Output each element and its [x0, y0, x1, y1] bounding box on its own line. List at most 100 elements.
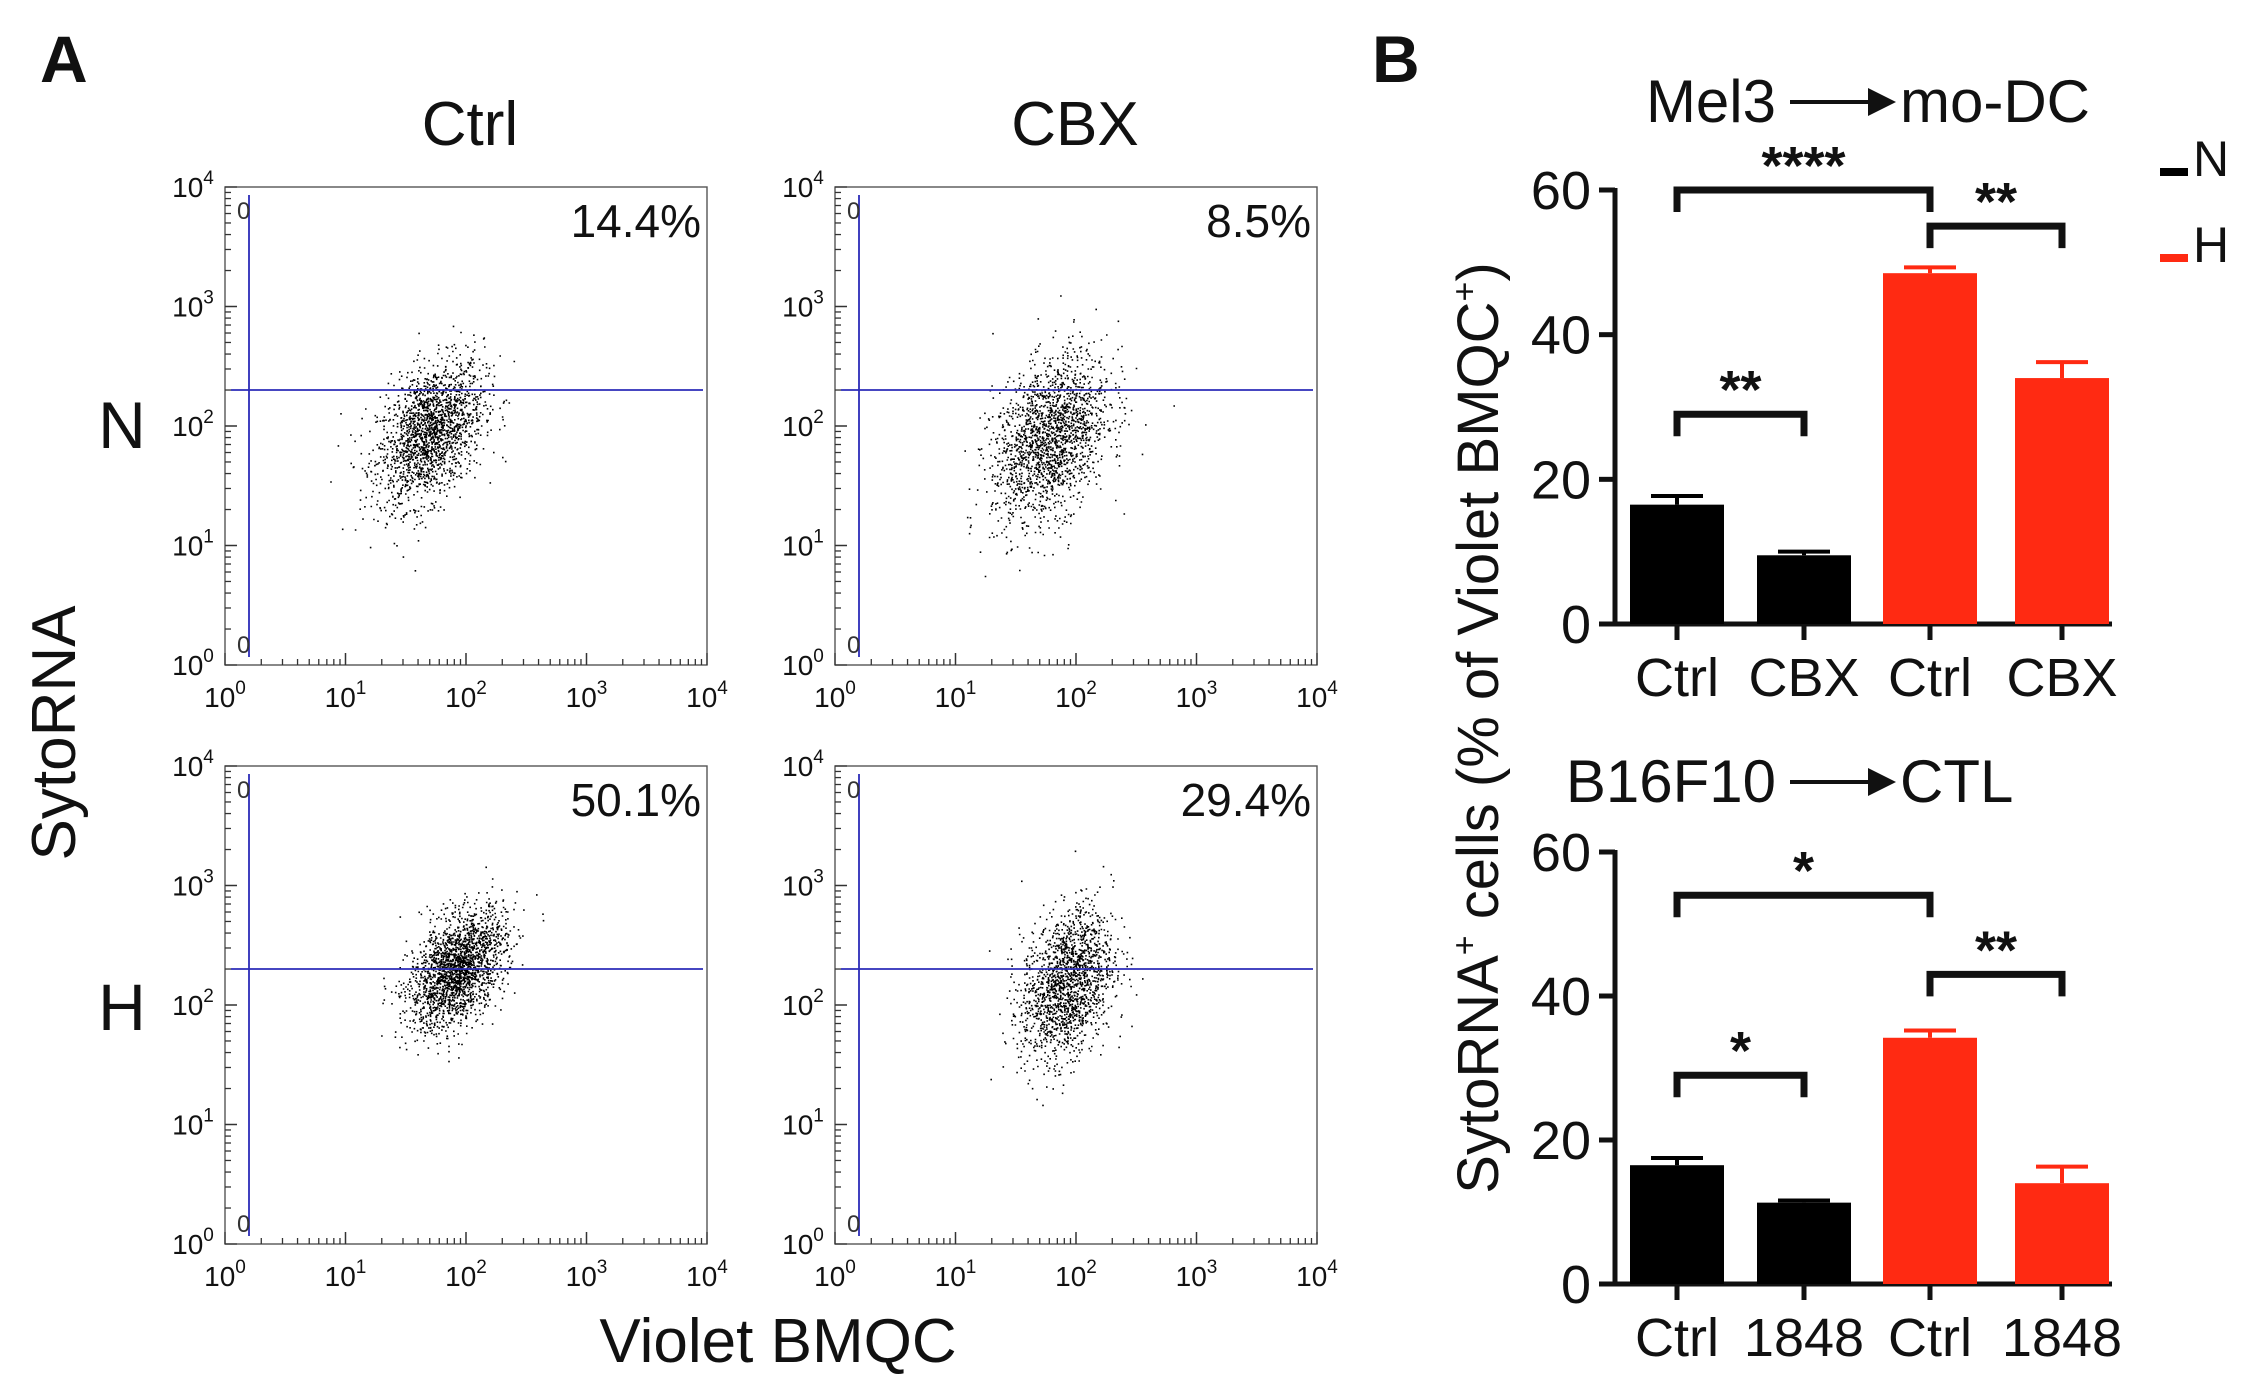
x-tick-label: 103	[566, 1257, 608, 1292]
quadrant-label: 0	[237, 198, 250, 225]
bar-n-ctrl	[1630, 504, 1724, 624]
quadrant-label: 0	[237, 777, 250, 804]
x-tick-label: 101	[935, 678, 977, 713]
flow-col-title-cbx: CBX	[1011, 90, 1138, 159]
y-tick-label: 101	[782, 1106, 824, 1141]
x-tick-label: CBX	[2006, 648, 2117, 708]
title-arrow-head	[1868, 768, 1896, 796]
flow-y-label: SytoRNA	[20, 605, 89, 861]
y-tick-label: 40	[1531, 967, 1591, 1027]
legend-label-h: H	[2193, 217, 2229, 273]
x-tick-label: 100	[814, 1257, 856, 1292]
y-tick-label: 101	[172, 1106, 214, 1141]
bar-h-ctrl	[1883, 273, 1977, 624]
y-tick-label: 20	[1531, 450, 1591, 510]
significance-label: *	[1730, 1021, 1751, 1081]
quadrant-label: 0	[237, 632, 250, 659]
x-tick-label: 1848	[1744, 1308, 1864, 1368]
x-tick-label: 102	[1055, 1257, 1097, 1292]
x-tick-label: 100	[204, 678, 246, 713]
flow-x-label: Violet BMQC	[599, 1307, 956, 1376]
bar-chart-title-target: CTL	[1900, 748, 2013, 815]
quadrant-label: 0	[847, 632, 860, 659]
scatter-points	[964, 295, 1175, 578]
quadrant-label: 0	[847, 198, 860, 225]
significance-bracket	[1673, 1071, 1808, 1098]
bar-n-cbx	[1757, 555, 1851, 624]
panel-label-b: B	[1372, 22, 1420, 96]
y-tick-label: 0	[1561, 595, 1591, 655]
y-tick-label: 100	[172, 646, 214, 681]
x-tick-label: 102	[445, 1257, 487, 1292]
y-tick-label: 60	[1531, 161, 1591, 221]
bar-h-ctrl	[1883, 1037, 1977, 1284]
legend-label-n: N	[2193, 131, 2229, 187]
title-arrow-head	[1868, 88, 1896, 116]
bar-n-1848	[1757, 1202, 1851, 1284]
y-tick-label: 20	[1531, 1111, 1591, 1171]
gate-percent: 14.4%	[571, 195, 701, 247]
x-tick-label: 100	[814, 678, 856, 713]
y-tick-label: 100	[172, 1225, 214, 1260]
y-tick-label: 102	[172, 986, 214, 1021]
gate-percent: 8.5%	[1206, 195, 1311, 247]
x-tick-label: 104	[1296, 678, 1338, 713]
significance-label: **	[1719, 360, 1761, 420]
bar-y-label: SytoRNA+ cells (% of Violet BMQC+)	[1446, 262, 1511, 1193]
panel-label-a: A	[40, 22, 88, 96]
plot-frame	[834, 186, 1318, 666]
significance-label: **	[1975, 172, 2017, 232]
x-tick-label: 103	[1176, 1257, 1218, 1292]
y-tick-label: 60	[1531, 823, 1591, 883]
y-tick-label: 100	[782, 1225, 824, 1260]
y-tick-label: 104	[782, 168, 824, 203]
x-tick-label: 104	[686, 678, 728, 713]
bar-h-1848	[2015, 1183, 2109, 1284]
x-tick-label: 1848	[2002, 1308, 2122, 1368]
bar-chart-title: Mel3	[1646, 68, 1776, 135]
significance-label: **	[1975, 920, 2017, 980]
bar-y-label-sup1: +	[1446, 935, 1484, 955]
significance-bracket	[1673, 186, 1934, 212]
y-tick-label: 40	[1531, 306, 1591, 366]
y-tick-label: 100	[782, 646, 824, 681]
flow-plots: 1001001011011021021031031041040014.4%100…	[172, 168, 1338, 1292]
x-tick-label: 103	[566, 678, 608, 713]
x-tick-label: 101	[325, 1257, 367, 1292]
x-tick-label: 101	[325, 678, 367, 713]
bar-y-label-part3: )	[1446, 262, 1511, 281]
significance-bracket	[1673, 891, 1934, 918]
y-tick-label: 104	[172, 747, 214, 782]
x-tick-label: 104	[686, 1257, 728, 1292]
legend: N H	[2160, 131, 2229, 273]
scatter-points	[988, 850, 1144, 1107]
y-tick-label: 103	[172, 288, 214, 323]
bar-h-cbx	[2015, 378, 2109, 624]
significance-label: *	[1793, 841, 1814, 901]
x-tick-label: Ctrl	[1888, 648, 1972, 708]
flow-row-label-n: N	[98, 388, 146, 462]
significance-bracket	[1673, 410, 1808, 437]
y-tick-label: 101	[782, 527, 824, 562]
y-tick-label: 103	[172, 867, 214, 902]
x-tick-label: 101	[935, 1257, 977, 1292]
y-tick-label: 102	[172, 407, 214, 442]
bar-y-label-part2: cells (% of Violet BMQC	[1446, 301, 1511, 935]
quadrant-label: 0	[847, 777, 860, 804]
legend-swatch-h	[2160, 254, 2188, 262]
scatter-points	[330, 325, 516, 572]
legend-swatch-n	[2160, 168, 2188, 176]
y-tick-label: 102	[782, 407, 824, 442]
flow-col-title-ctrl: Ctrl	[422, 90, 518, 159]
significance-bracket	[1926, 222, 2066, 249]
x-tick-label: 102	[1055, 678, 1097, 713]
scatter-points	[381, 866, 545, 1063]
x-tick-label: 100	[204, 1257, 246, 1292]
y-tick-label: 102	[782, 986, 824, 1021]
